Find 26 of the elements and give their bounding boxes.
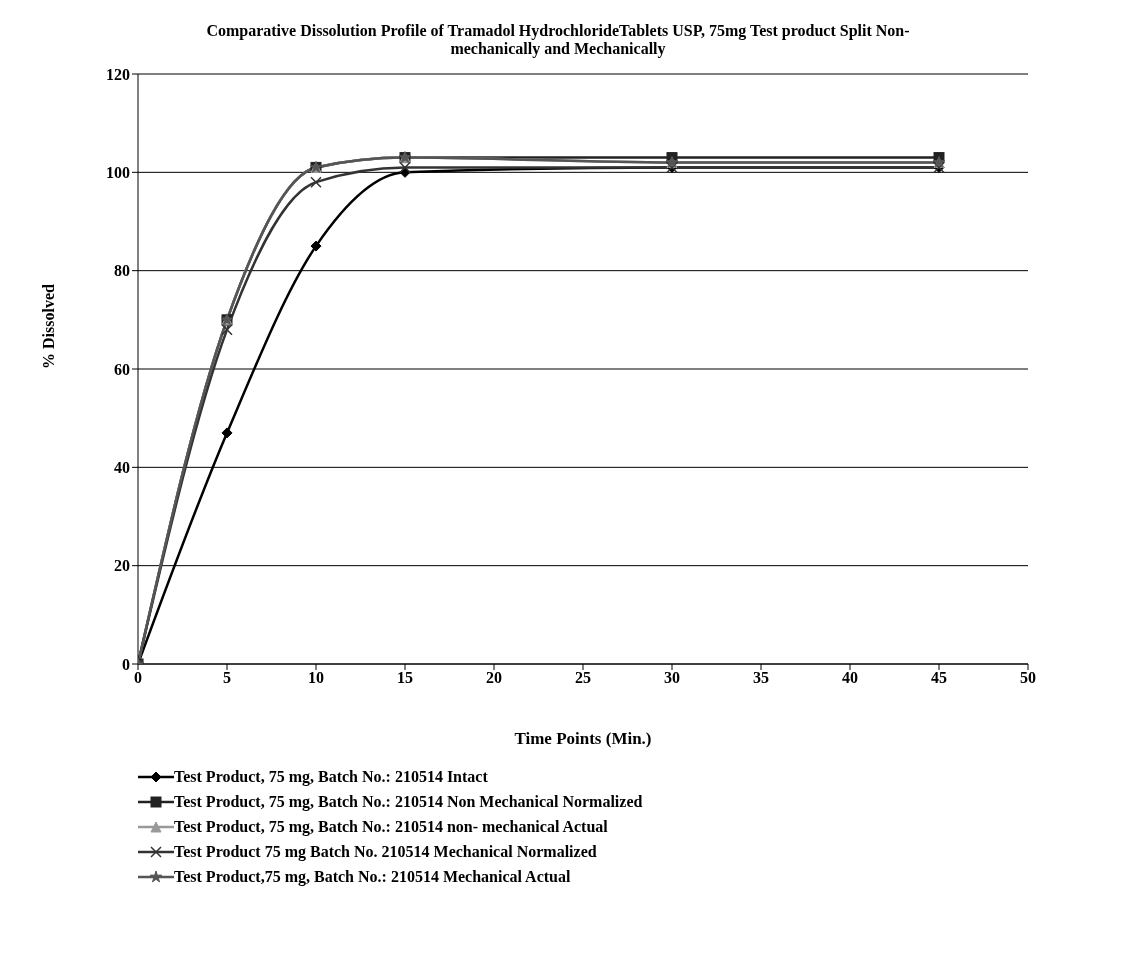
x-tick-label: 15 [397, 669, 413, 687]
y-tick-label: 80 [114, 262, 130, 280]
x-tick-label: 45 [931, 669, 947, 687]
x-tick-label: 35 [753, 669, 769, 687]
y-tick-label: 100 [106, 164, 130, 182]
x-tick-label: 0 [134, 669, 142, 687]
legend-label: Test Product, 75 mg, Batch No.: 210514 Non Mechanical Normalized [174, 792, 643, 813]
y-axis-title: % Dissolved [39, 284, 57, 369]
x-tick-label: 25 [575, 669, 591, 687]
legend-label: Test Product, 75 mg, Batch No.: 210514 Intact [174, 767, 488, 788]
x-axis-title: Time Points (Min.) [514, 729, 652, 748]
x-tick-label: 40 [842, 669, 858, 687]
legend-label: Test Product 75 mg Batch No. 210514 Mechanical Normalized [174, 842, 597, 863]
legend-label: Test Product, 75 mg, Batch No.: 210514 non- mechanical Actual [174, 817, 608, 838]
x-tick-label: 50 [1020, 669, 1036, 687]
x-tick-label: 30 [664, 669, 680, 687]
chart-title: Comparative Dissolution Profile of Tramadol HydrochlorideTablets USP, 75mg Test product Split Non-mechanically and Mechanically [205, 22, 911, 58]
legend-label: Test Product,75 mg, Batch No.: 210514 Mechanical Actual [174, 867, 571, 888]
y-tick-label: 60 [114, 360, 130, 378]
x-tick-label: 5 [223, 669, 231, 687]
x-tick-label: 10 [308, 669, 324, 687]
y-tick-label: 40 [114, 459, 130, 477]
x-tick-label: 20 [486, 669, 502, 687]
y-tick-label: 0 [122, 655, 130, 673]
y-tick-label: 20 [114, 557, 130, 575]
y-tick-label: 120 [106, 65, 130, 83]
